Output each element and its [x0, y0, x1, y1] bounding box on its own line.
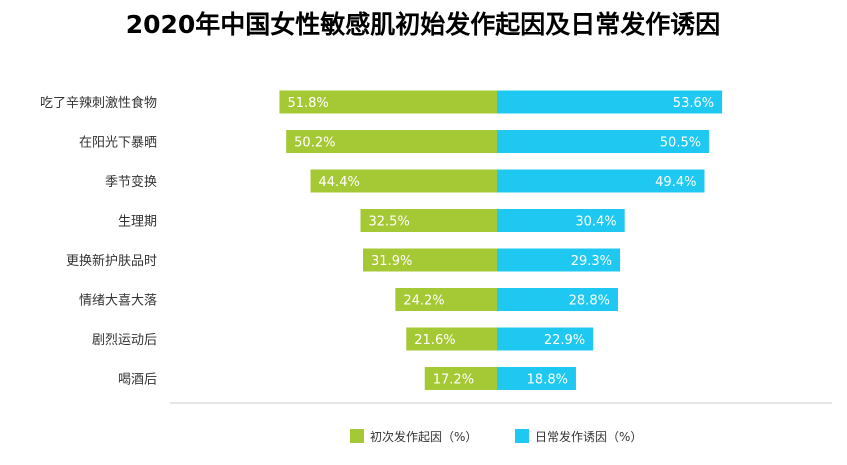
bar-row: 季节变换 44.4% 49.4%: [105, 169, 705, 193]
data-label-daily-trigger: 28.8%: [569, 294, 610, 309]
bar-row: 生理期 32.5% 30.4%: [118, 209, 625, 232]
category-label: 季节变换: [105, 174, 157, 190]
bar-initial-cause: [279, 90, 497, 114]
data-label-initial-cause: 50.2%: [294, 136, 335, 151]
legend-swatch: [350, 429, 364, 443]
data-label-initial-cause: 24.2%: [403, 294, 444, 309]
data-label-initial-cause: 32.5%: [369, 215, 410, 230]
data-label-daily-trigger: 53.6%: [673, 96, 714, 111]
bar-daily-trigger: [497, 90, 723, 114]
legend: 初次发作起因（%） 日常发作诱因（%）: [350, 429, 642, 444]
bar-daily-trigger: [497, 367, 576, 390]
bar-initial-cause: [395, 288, 497, 311]
data-label-daily-trigger: 29.3%: [571, 254, 612, 269]
bar-daily-trigger: [497, 130, 710, 153]
category-label: 剧烈运动后: [92, 333, 157, 348]
category-label: 吃了辛辣刺激性食物: [40, 95, 157, 111]
bar-row: 情绪大喜大落 24.2% 28.8%: [79, 288, 618, 311]
bar-row: 剧烈运动后 21.6% 22.9%: [92, 327, 594, 351]
bar-row: 更换新护肤品时 31.9% 29.3%: [66, 248, 621, 272]
bar-initial-cause: [310, 169, 497, 193]
bar-daily-trigger: [497, 169, 705, 193]
bar-initial-cause: [360, 209, 497, 232]
category-label: 生理期: [118, 215, 157, 230]
data-label-daily-trigger: 18.8%: [527, 373, 568, 388]
bar-row: 喝酒后 17.2% 18.8%: [118, 367, 576, 390]
legend-item: 初次发作起因（%）: [350, 429, 477, 444]
data-label-daily-trigger: 30.4%: [575, 215, 616, 230]
bar-initial-cause: [286, 130, 497, 153]
bar-daily-trigger: [497, 288, 618, 311]
data-label-daily-trigger: 50.5%: [660, 136, 701, 151]
chart-title: 2020年中国女性敏感肌初始发作起因及日常发作诱因: [126, 10, 721, 39]
bar-daily-trigger: [497, 248, 621, 272]
data-label-initial-cause: 17.2%: [433, 373, 474, 388]
legend-label: 日常发作诱因（%）: [535, 429, 642, 444]
category-label: 更换新护肤品时: [66, 253, 157, 269]
bar-initial-cause: [406, 327, 497, 351]
data-label-initial-cause: 21.6%: [414, 333, 455, 348]
bar-rows: 吃了辛辣刺激性食物 51.8% 53.6% 在阳光下暴晒 50.2% 50.5% 季节变换 4…: [40, 90, 723, 390]
bar-row: 在阳光下暴晒 50.2% 50.5%: [79, 130, 710, 153]
bar-daily-trigger: [497, 327, 594, 351]
data-label-initial-cause: 51.8%: [287, 96, 328, 111]
data-label-daily-trigger: 49.4%: [655, 175, 696, 190]
bar-daily-trigger: [497, 209, 625, 232]
category-label: 喝酒后: [118, 373, 157, 388]
data-label-initial-cause: 44.4%: [319, 175, 360, 190]
bar-initial-cause: [424, 367, 497, 390]
data-label-daily-trigger: 22.9%: [544, 333, 585, 348]
legend-swatch: [515, 429, 529, 443]
bar-row: 吃了辛辣刺激性食物 51.8% 53.6%: [40, 90, 723, 114]
bar-initial-cause: [363, 248, 497, 272]
legend-item: 日常发作诱因（%）: [515, 429, 642, 444]
category-label: 情绪大喜大落: [79, 294, 157, 309]
data-label-initial-cause: 31.9%: [371, 254, 412, 269]
legend-label: 初次发作起因（%）: [370, 429, 477, 444]
category-label: 在阳光下暴晒: [79, 136, 157, 151]
